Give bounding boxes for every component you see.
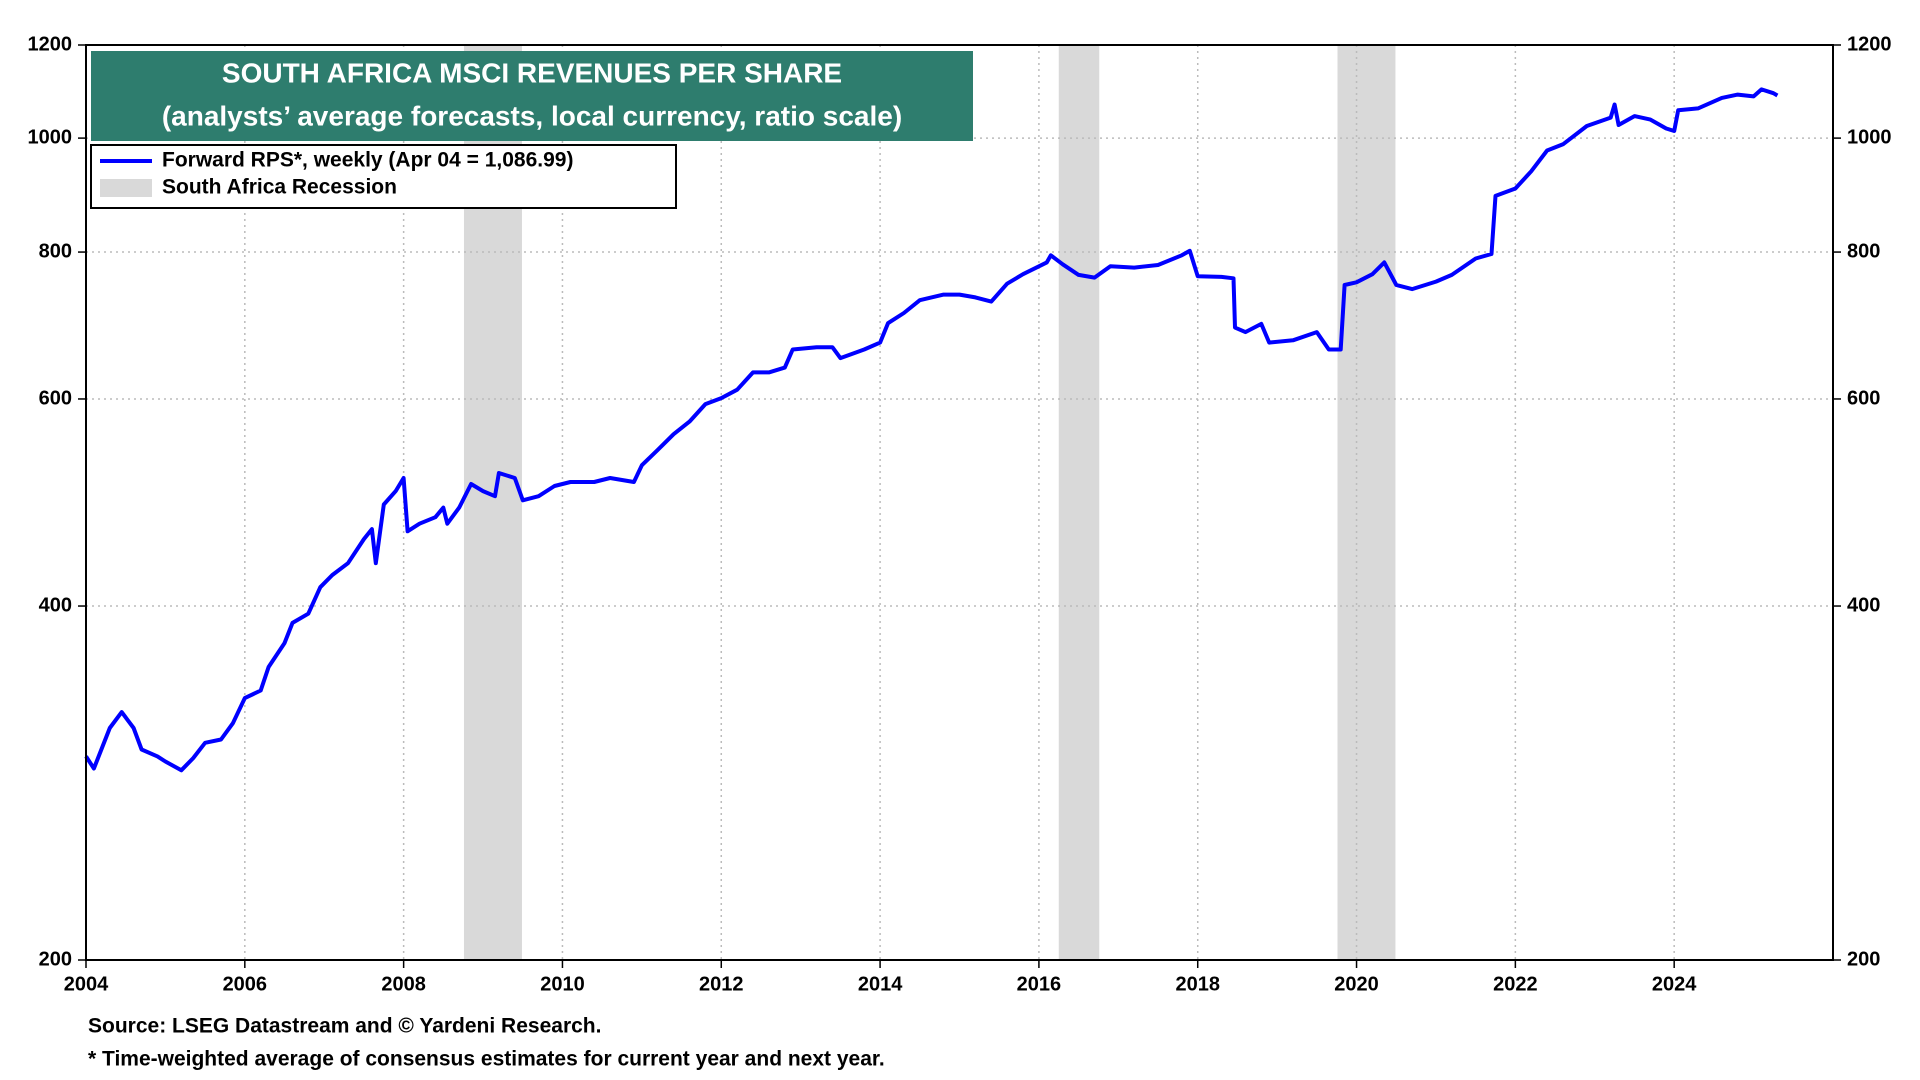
data-line (84, 87, 1779, 773)
legend-swatch (100, 179, 152, 197)
legend-box (90, 144, 677, 209)
y2-tick-label: 800 (1847, 240, 1880, 262)
y2-tick-label: 1000 (1847, 126, 1892, 148)
chart-subtitle: (analysts’ average forecasts, local curr… (162, 100, 902, 131)
legend-label: Forward RPS*, weekly (Apr 04 = 1,086.99) (162, 149, 573, 172)
legend-label: South Africa Recession (162, 176, 397, 199)
y2-tick-label: 1200 (1847, 33, 1892, 55)
x-tick-label: 2008 (381, 973, 426, 995)
chart-title: SOUTH AFRICA MSCI REVENUES PER SHARE (222, 57, 842, 88)
legend: Forward RPS*, weekly (Apr 04 = 1,086.99)… (90, 144, 677, 209)
footnote: * Time-weighted average of consensus est… (88, 1048, 885, 1071)
y2-tick-label: 600 (1847, 387, 1880, 409)
y-tick-label: 400 (39, 594, 72, 616)
y2-tick-label: 200 (1847, 948, 1880, 970)
x-tick-label: 2014 (858, 973, 903, 995)
x-tick-label: 2018 (1175, 973, 1220, 995)
source-note: Source: LSEG Datastream and © Yardeni Re… (88, 1015, 601, 1038)
recession-band (1058, 45, 1100, 960)
y-tick-label: 600 (39, 387, 72, 409)
y-tick-label: 800 (39, 240, 72, 262)
x-tick-label: 2012 (699, 973, 744, 995)
x-tick-label: 2020 (1334, 973, 1379, 995)
title-box (91, 51, 973, 141)
y-tick-label: 1000 (28, 126, 73, 148)
x-tick-label: 2022 (1493, 973, 1538, 995)
x-tick-label: 2010 (540, 973, 585, 995)
x-tick-label: 2024 (1652, 973, 1697, 995)
y-tick-label: 200 (39, 948, 72, 970)
y2-tick-label: 400 (1847, 594, 1880, 616)
x-tick-label: 2006 (223, 973, 268, 995)
y-tick-label: 1200 (28, 33, 73, 55)
recession-band (1337, 45, 1396, 960)
x-tick-label: 2004 (64, 973, 109, 995)
x-tick-label: 2016 (1017, 973, 1062, 995)
plot-frame (85, 44, 1834, 961)
